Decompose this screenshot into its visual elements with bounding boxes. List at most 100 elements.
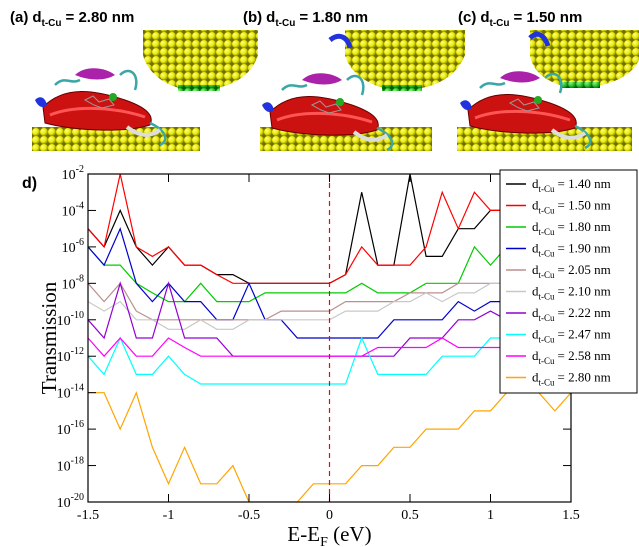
panel-label-part: (a) [10, 9, 28, 26]
panel-label: d) [22, 175, 37, 192]
panel-label-part: d [266, 9, 275, 26]
y-tick-label-part: 10 [57, 460, 71, 475]
panel-label-part: d [32, 9, 41, 26]
legend-label: dt-Cu = 2.80 nm [532, 370, 611, 388]
legend-label-part: t-Cu [539, 206, 556, 216]
panel-label-part: (c) [458, 9, 476, 26]
x-axis-label-part: (eV) [328, 522, 372, 546]
x-tick-label: -0.5 [238, 508, 260, 523]
panel-label: (b) dt-Cu = 1.80 nm [243, 9, 368, 29]
legend-label-part: d [532, 262, 539, 277]
y-tick-label-part: 10 [62, 241, 76, 256]
legend-label-part: = 2.05 nm [558, 262, 611, 277]
y-tick-label-part: 10 [62, 168, 76, 183]
panel-label-part: = 1.80 nm [299, 9, 368, 26]
legend-label-part: d [532, 348, 539, 363]
panel-labels: (a) dt-Cu = 2.80 nm (b) dt-Cu = 1.80 nm (c) dt-… [10, 9, 582, 29]
y-tick-label-part: -14 [71, 383, 84, 394]
legend-label-part: = 2.80 nm [558, 370, 611, 385]
legend-label: dt-Cu = 1.90 nm [532, 241, 611, 259]
x-tick-label: -1.5 [77, 508, 99, 523]
y-tick-label-part: -12 [71, 346, 84, 357]
y-tick-label-part: -20 [71, 492, 84, 503]
legend-label-part: = 2.58 nm [558, 348, 611, 363]
transmission-chart: 10-2010-1810-1610-1410-1210-1010-810-610… [22, 164, 638, 547]
x-tick-label: -1 [163, 508, 175, 523]
legend-label-part: d [532, 198, 539, 213]
legend-label: dt-Cu = 1.50 nm [532, 198, 611, 216]
y-tick-label: 10-10 [57, 310, 84, 329]
structure-a [32, 30, 258, 151]
y-tick-label: 10-14 [57, 383, 84, 402]
x-axis-label-part: E-E [287, 522, 320, 546]
y-tick-label: 10-12 [57, 346, 84, 365]
legend-label-part: = 1.40 nm [558, 176, 611, 191]
legend-label-part: = 1.80 nm [558, 219, 611, 234]
legend-label: dt-Cu = 1.80 nm [532, 219, 611, 237]
x-axis-label: E-EF (eV) [287, 522, 371, 547]
legend-label-part: d [532, 370, 539, 385]
panel-label-part: t-Cu [42, 18, 62, 29]
y-tick-label-part: 10 [62, 277, 76, 292]
x-tick-label: 0.5 [401, 508, 419, 523]
x-tick-label: 1.5 [562, 508, 580, 523]
y-tick-label: 10-16 [57, 419, 84, 438]
legend-label: dt-Cu = 2.47 nm [532, 327, 611, 345]
y-tick-label-part: 10 [57, 314, 71, 329]
legend-label-part: t-Cu [539, 227, 556, 237]
x-tick-label: 0 [326, 508, 333, 523]
legend-label-part: = 2.47 nm [558, 327, 611, 342]
legend-label-part: = 1.90 nm [558, 241, 611, 256]
legend-label-part: = 2.10 nm [558, 284, 611, 299]
panel-label-part: t-Cu [275, 18, 295, 29]
y-tick-label-part: -8 [76, 273, 84, 284]
x-axis-label-part: F [320, 535, 328, 547]
legend-label-part: d [532, 327, 539, 342]
legend-label: dt-Cu = 2.05 nm [532, 262, 611, 280]
panel-label-part: t-Cu [490, 18, 510, 29]
legend-label-part: d [532, 284, 539, 299]
structure-b [260, 30, 465, 152]
y-tick-label: 10-4 [62, 200, 84, 219]
legend-label: dt-Cu = 1.40 nm [532, 176, 611, 194]
y-tick-label: 10-8 [62, 273, 84, 292]
y-tick-label-part: -10 [71, 310, 84, 321]
panel-label: (a) dt-Cu = 2.80 nm [10, 9, 134, 29]
y-tick-label-part: -4 [76, 200, 84, 211]
legend-label-part: t-Cu [539, 356, 556, 366]
legend-label-part: t-Cu [539, 184, 556, 194]
y-tick-label-part: 10 [57, 387, 71, 402]
legend-label-part: d [532, 219, 539, 234]
panel-label-part: = 2.80 nm [66, 9, 135, 26]
legend-label-part: t-Cu [539, 292, 556, 302]
y-tick-label-part: 10 [62, 204, 76, 219]
panel-label-part: = 1.50 nm [514, 9, 583, 26]
legend-label-part: t-Cu [539, 335, 556, 345]
panel-label-part: (b) [243, 9, 262, 26]
legend-label-part: = 2.22 nm [558, 305, 611, 320]
legend-label: dt-Cu = 2.22 nm [532, 305, 611, 323]
legend-label-part: t-Cu [539, 313, 556, 323]
legend-label-part: t-Cu [539, 270, 556, 280]
panel-label: (c) dt-Cu = 1.50 nm [458, 9, 582, 29]
y-tick-label-part: -18 [71, 456, 84, 467]
legend-label-part: t-Cu [539, 249, 556, 259]
legend-label-part: d [532, 241, 539, 256]
y-tick-label-part: -16 [71, 419, 84, 430]
legend-label-part: d [532, 176, 539, 191]
y-tick-label: 10-6 [62, 237, 84, 256]
legend-label-part: t-Cu [539, 378, 556, 388]
legend-label: dt-Cu = 2.58 nm [532, 348, 611, 366]
y-tick-label-part: 10 [57, 350, 71, 365]
legend-label-part: = 1.50 nm [558, 198, 611, 213]
y-tick-label-part: -6 [76, 237, 84, 248]
x-tick-label: 1 [487, 508, 494, 523]
legend-label: dt-Cu = 2.10 nm [532, 284, 611, 302]
y-tick-label: 10-2 [62, 164, 84, 183]
y-tick-label-part: -2 [76, 164, 84, 175]
panel-label-part: d [480, 9, 489, 26]
y-tick-label-part: 10 [57, 423, 71, 438]
legend-label-part: d [532, 305, 539, 320]
